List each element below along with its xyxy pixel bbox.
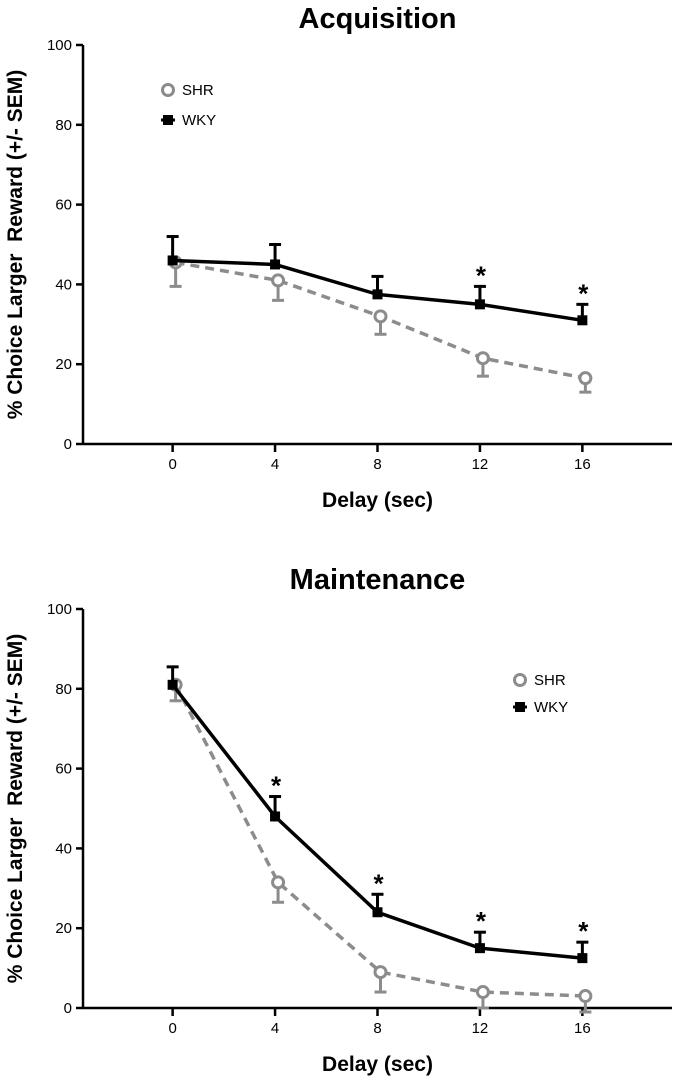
y-axis-title: % Choice Larger Reward (+/- SEM)	[4, 70, 27, 420]
significance-marker: *	[476, 906, 487, 936]
data-point-shr	[271, 875, 286, 890]
x-axis-title: Delay (sec)	[322, 489, 433, 512]
data-point-wky	[270, 259, 281, 270]
data-point-wky	[577, 953, 588, 964]
data-point-wky	[577, 315, 588, 326]
legend-label-wky: WKY	[534, 699, 568, 716]
significance-marker: *	[476, 260, 487, 290]
y-tick-label: 80	[55, 117, 72, 134]
x-tick-label: 16	[574, 1020, 591, 1037]
legend-marker-shr	[513, 673, 527, 687]
y-tick-label: 100	[47, 601, 72, 618]
legend-label-shr: SHR	[534, 672, 566, 689]
significance-marker: *	[578, 916, 589, 946]
y-tick-label: 0	[64, 1000, 72, 1017]
x-tick-label: 8	[373, 1020, 381, 1037]
x-tick-label: 12	[472, 456, 489, 473]
data-point-shr	[373, 965, 388, 980]
x-axis-title: Delay (sec)	[322, 1053, 433, 1076]
data-point-wky	[372, 289, 383, 300]
significance-marker: *	[271, 771, 282, 801]
x-tick-label: 0	[168, 1020, 176, 1037]
y-tick-label: 100	[47, 37, 72, 54]
data-point-wky	[474, 943, 485, 954]
data-point-shr	[271, 273, 286, 288]
x-tick-label: 16	[574, 456, 591, 473]
y-tick-label: 0	[64, 436, 72, 453]
data-point-wky	[372, 907, 383, 918]
legend-marker-wky	[163, 115, 173, 125]
significance-marker: *	[578, 278, 589, 308]
data-point-wky	[167, 679, 178, 690]
x-tick-label: 12	[472, 1020, 489, 1037]
data-point-shr	[373, 309, 388, 324]
chart-title: Acquisition	[299, 3, 457, 35]
y-tick-label: 40	[55, 840, 72, 857]
chart-title: Maintenance	[290, 564, 466, 596]
y-tick-label: 20	[55, 920, 72, 937]
y-tick-label: 40	[55, 276, 72, 293]
data-point-wky	[474, 299, 485, 310]
y-axis-title: % Choice Larger Reward (+/- SEM)	[4, 634, 27, 984]
maintenance-panel: Maintenance 0 20 40 60 80 100 0 4 8 12 16 Delay (sec…	[4, 564, 672, 1076]
legend-marker-shr	[161, 83, 175, 97]
y-tick-label: 60	[55, 761, 72, 778]
data-point-shr	[578, 989, 593, 1004]
data-point-shr	[578, 371, 593, 386]
series-line-shr	[174, 684, 586, 998]
legend-label-wky: WKY	[182, 112, 216, 129]
data-point-wky	[270, 811, 281, 822]
x-tick-label: 8	[373, 456, 381, 473]
data-point-shr	[475, 985, 490, 1000]
data-point-shr	[475, 351, 490, 366]
x-tick-label: 0	[168, 456, 176, 473]
legend-label-shr: SHR	[182, 82, 214, 99]
x-tick-label: 4	[271, 1020, 279, 1037]
legend-marker-wky	[515, 702, 525, 712]
y-tick-label: 20	[55, 356, 72, 373]
data-point-wky	[167, 255, 178, 266]
y-tick-label: 60	[55, 197, 72, 214]
y-tick-label: 80	[55, 681, 72, 698]
acquisition-panel: Acquisition 0 20 40 60 80 100 0 4 8 12 16 Delay (sec…	[4, 3, 672, 512]
x-tick-label: 4	[271, 456, 279, 473]
significance-marker: *	[373, 868, 384, 898]
